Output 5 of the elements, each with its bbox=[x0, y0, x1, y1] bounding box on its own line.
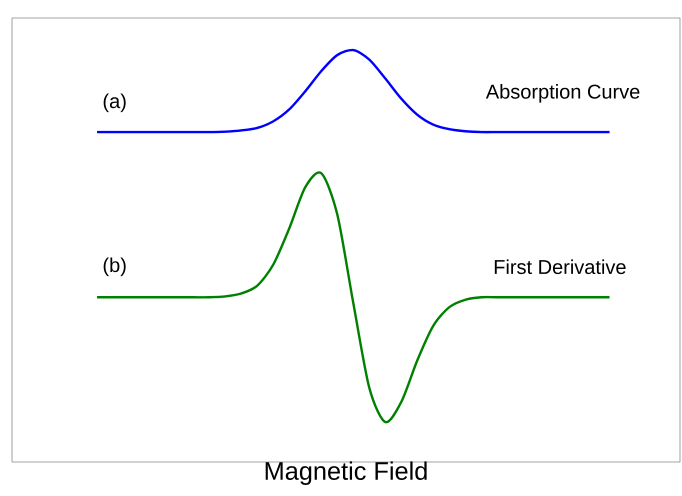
annotation: (b) bbox=[104, 257, 126, 276]
annotation: (a) bbox=[104, 94, 126, 112]
series-label: Absorption Curve bbox=[486, 84, 640, 103]
series-label: First Derivative bbox=[494, 259, 626, 274]
x-axis-title: Magnetic Field bbox=[266, 461, 427, 485]
